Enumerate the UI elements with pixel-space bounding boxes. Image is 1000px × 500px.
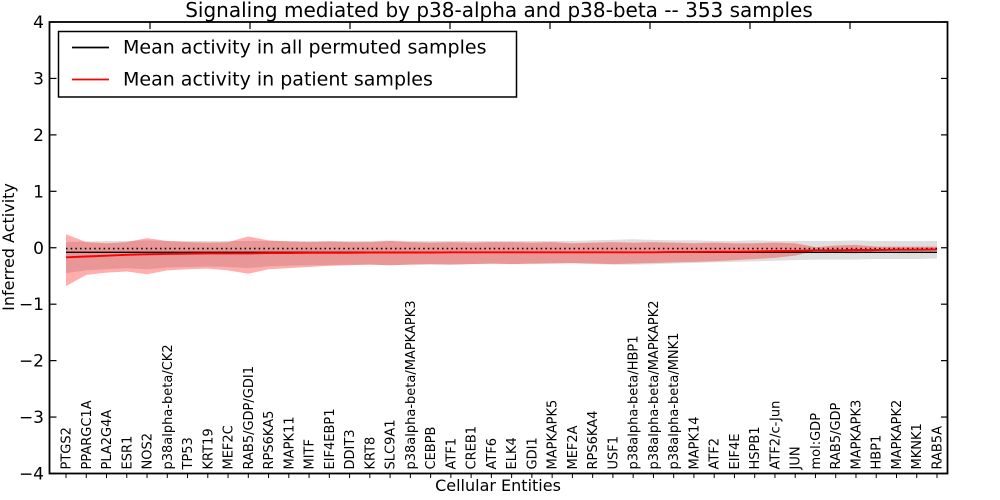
x-tick-label: PLA2G4A xyxy=(100,410,115,470)
x-tick-label: EIF4E xyxy=(728,433,743,469)
x-tick-label: MEF2C xyxy=(222,425,237,469)
x-tick-label: SLC9A1 xyxy=(384,419,399,469)
y-tick-label: −1 xyxy=(19,295,44,315)
x-tick-label: KRT19 xyxy=(201,428,216,469)
x-tick-label: ATF2 xyxy=(708,438,723,470)
x-tick-label: MAPK14 xyxy=(687,416,702,469)
x-tick-label: MAPK11 xyxy=(282,416,297,469)
x-tick-label: PTGS2 xyxy=(60,427,75,469)
x-tick-label: DDIT3 xyxy=(343,429,358,469)
y-tick-label: −2 xyxy=(19,352,44,372)
y-tick-label: 3 xyxy=(33,69,44,89)
y-tick-label: −4 xyxy=(19,465,44,485)
band-patient-samples-range xyxy=(66,234,937,287)
plot-frame xyxy=(48,21,949,475)
legend-label-patient: Mean activity in patient samples xyxy=(123,69,433,91)
x-tick-label: NOS2 xyxy=(141,433,156,469)
x-axis-label: Cellular Entities xyxy=(435,476,561,495)
legend: Mean activity in all permuted samples Me… xyxy=(57,30,518,98)
x-tick-label: USF1 xyxy=(606,436,621,470)
y-tick-label: 0 xyxy=(33,239,44,259)
x-tick-label: EIF4EBP1 xyxy=(323,408,338,469)
x-tick-label: p38alpha-beta/CK2 xyxy=(161,344,176,469)
legend-label-permuted: Mean activity in all permuted samples xyxy=(123,37,486,59)
x-tick-label: p38alpha-beta/MNK1 xyxy=(667,333,682,470)
y-tick-label: 2 xyxy=(33,126,44,146)
chart-title: Signaling mediated by p38-alpha and p38-… xyxy=(185,0,813,22)
x-tick-label: HBP1 xyxy=(870,435,885,470)
band-layer xyxy=(66,234,937,287)
x-tick-label: HSPB1 xyxy=(748,426,763,469)
x-tick-label: ATF2/c-Jun xyxy=(768,401,783,470)
y-tick-label: −3 xyxy=(19,408,44,428)
y-tick-label: 4 xyxy=(33,13,44,33)
band-permuted-samples-range xyxy=(66,239,937,274)
x-tick-label: ESR1 xyxy=(120,436,135,470)
legend-box xyxy=(57,30,518,98)
x-tick-label: ATF6 xyxy=(485,438,500,470)
x-tick-label: p38alpha-beta/MAPKAPK2 xyxy=(647,301,662,470)
x-tick-label: GDI1 xyxy=(525,437,540,469)
x-tick-label: p38alpha-beta/MAPKAPK3 xyxy=(404,301,419,470)
x-tick-label: CEBPB xyxy=(424,427,439,470)
x-tick-label: RPS6KA5 xyxy=(262,411,277,470)
x-tick-label: MKNK1 xyxy=(910,423,925,469)
x-tick-label: MAPKAPK5 xyxy=(546,400,561,470)
x-tick-label: p38alpha-beta/HBP1 xyxy=(627,335,642,469)
x-tick-label: ATF1 xyxy=(444,438,459,470)
x-tick-label: CREB1 xyxy=(465,426,480,470)
x-tick-label-layer: PTGS2 PPARGC1A PLA2G4A ESR1 NOS2 p38alpha-bet… xyxy=(60,301,946,471)
x-tick-label: PPARGC1A xyxy=(80,400,95,469)
x-tick-label: RAB5A xyxy=(931,426,946,470)
y-axis-label: Inferred Activity xyxy=(0,183,18,311)
x-tick-label: MAPKAPK3 xyxy=(849,400,864,470)
x-tick-label: RPS6KA4 xyxy=(586,411,601,470)
x-tick-label: ELK4 xyxy=(505,437,520,469)
x-tick-label: MEF2A xyxy=(566,425,581,469)
x-tick-label: RAB5/GDP/GDI1 xyxy=(242,366,257,469)
x-tick-label: mol:GDP xyxy=(809,413,824,470)
x-tick-label: MAPKAPK2 xyxy=(890,400,905,470)
y-tick-label-layer: 4 3 2 1 0 −1 −2 −3 −4 xyxy=(19,13,44,485)
x-tick-label: RAB5/GDP xyxy=(829,402,844,469)
series-line-1 xyxy=(65,248,938,259)
x-tick-label: JUN xyxy=(789,446,804,470)
x-tick-label: KRT8 xyxy=(363,437,378,470)
x-tick-label: TP53 xyxy=(181,437,196,470)
series-line-layer xyxy=(65,248,938,259)
y-tick-label: 1 xyxy=(33,182,44,202)
x-tick-label: MITF xyxy=(303,439,318,469)
